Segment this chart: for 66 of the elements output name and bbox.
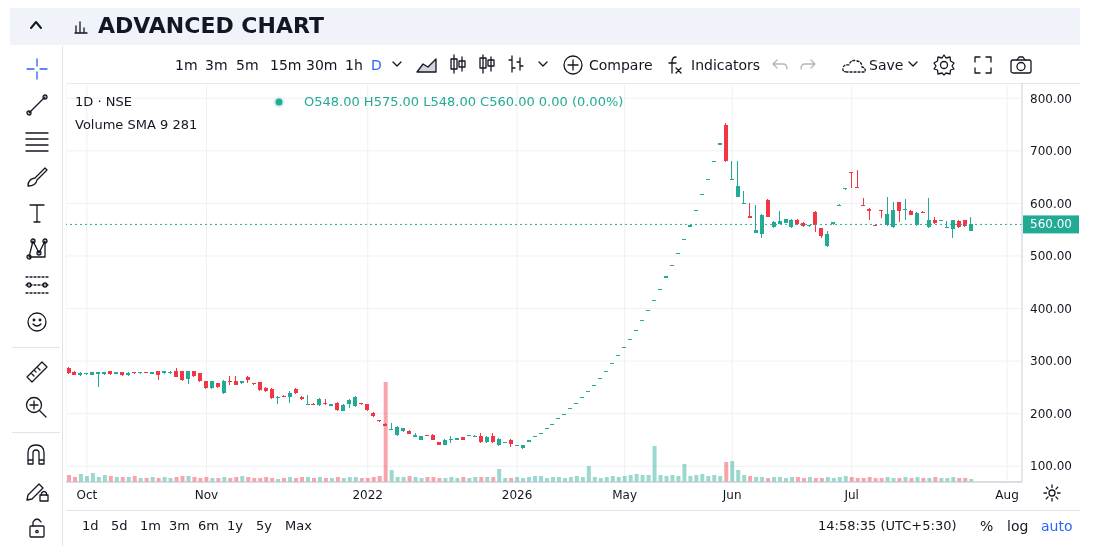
x-tick-label: Oct — [76, 487, 98, 502]
candlestick — [448, 435, 453, 444]
x-tick-label: Jul — [843, 487, 859, 502]
text: 5d — [111, 518, 128, 534]
text: 1m — [140, 518, 161, 534]
candlestick — [920, 210, 925, 214]
annotation: 1D · NSE — [75, 94, 132, 110]
x-tick-label: 2022 — [352, 487, 384, 502]
text: D — [371, 57, 382, 74]
y-tick-label: 300.00 — [1030, 354, 1072, 369]
bar — [736, 470, 741, 482]
candlestick — [855, 169, 860, 189]
text: 1h — [345, 57, 363, 74]
text: 3m — [169, 518, 190, 534]
y-tick-label: 500.00 — [1030, 249, 1072, 264]
text: 1d — [82, 518, 99, 534]
text: 5m — [236, 57, 259, 74]
text: Compare — [589, 57, 653, 74]
ref-line-label: 560.00 — [1030, 217, 1072, 232]
text: Save — [869, 57, 904, 74]
candlestick — [879, 209, 884, 219]
candlestick — [413, 432, 418, 438]
candlestick — [849, 171, 854, 189]
annotation: O548.00 H575.00 L548.00 C560.00 0.00 (0.00%) — [304, 94, 624, 110]
text: 15m — [270, 57, 302, 74]
candlestick — [227, 375, 232, 386]
bar — [586, 466, 591, 482]
annotation: Volume SMA 9 281 — [75, 117, 198, 133]
y-tick-label: 800.00 — [1030, 91, 1072, 106]
bar — [652, 446, 657, 482]
bar — [724, 462, 729, 482]
bar — [497, 469, 502, 482]
y-tick-label: 600.00 — [1030, 196, 1072, 211]
candlestick — [741, 190, 746, 205]
text: 5y — [256, 518, 272, 534]
bar — [730, 461, 735, 482]
candlestick — [813, 210, 818, 233]
bar — [383, 382, 388, 482]
chart-title: ADVANCED CHART — [98, 13, 324, 40]
y-tick-label: 200.00 — [1030, 406, 1072, 421]
x-tick-label: Jun — [721, 487, 742, 502]
y-tick-label: 100.00 — [1030, 459, 1072, 474]
x-tick-label: 2026 — [501, 487, 533, 502]
bar — [389, 470, 394, 482]
text: 1m — [175, 57, 198, 74]
text: 6m — [198, 518, 219, 534]
candlestick — [735, 160, 740, 198]
candlestick — [903, 198, 907, 221]
x-tick-label: Aug — [995, 487, 1019, 502]
text: auto — [1041, 518, 1073, 535]
x-tick-label: May — [612, 487, 638, 502]
text: 30m — [306, 57, 338, 74]
x-tick-label: Nov — [194, 487, 219, 502]
text: % — [980, 518, 994, 535]
text: Indicators — [691, 57, 761, 74]
text: 14:58:35 (UTC+5:30) — [818, 518, 957, 534]
text: 3m — [205, 57, 228, 74]
bar — [682, 464, 687, 482]
text: Max — [285, 518, 312, 534]
candlestick — [932, 216, 937, 225]
y-tick-label: 700.00 — [1030, 144, 1072, 159]
candlestick — [729, 160, 734, 181]
text: 1y — [227, 518, 243, 534]
candlestick — [156, 370, 161, 381]
y-tick-label: 400.00 — [1030, 301, 1072, 316]
text: log — [1007, 518, 1029, 535]
